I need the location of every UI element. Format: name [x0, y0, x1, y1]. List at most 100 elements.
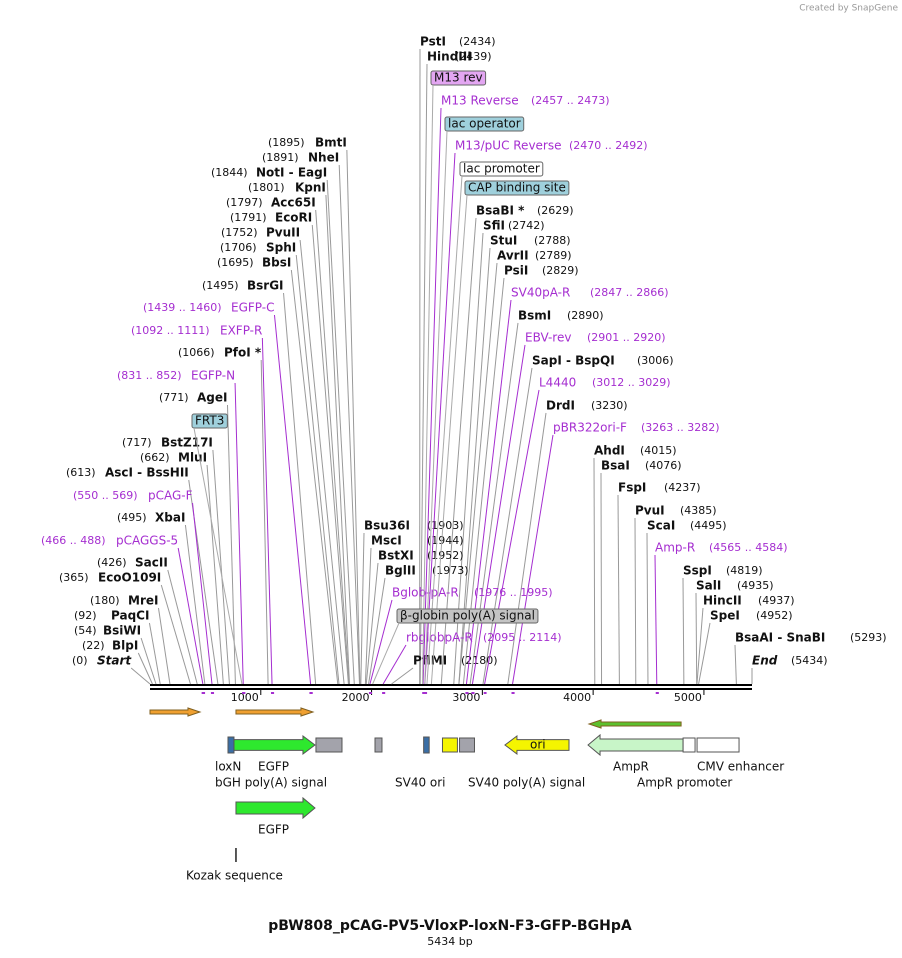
enzyme-line: [419, 63, 428, 685]
primer-range: (2095 .. 2114): [483, 631, 562, 644]
enzyme-name: PvuI: [635, 504, 665, 518]
enzyme-name: BsmI: [518, 309, 551, 323]
ruler-label: 4000: [563, 691, 591, 704]
primer-name: EGFP-N: [191, 369, 235, 383]
enzyme-name: BsaI: [601, 459, 630, 473]
enzyme-position: (1844): [211, 166, 248, 179]
enzyme-line: [290, 269, 339, 685]
enzyme-position: (4495): [690, 519, 727, 532]
enzyme-name: KpnI: [295, 181, 326, 195]
enzyme-name: BsaAI - SnaBI: [735, 631, 825, 645]
enzyme-name: SfiI: [483, 219, 505, 233]
watermark: Created by SnapGene: [799, 4, 898, 14]
feature-box-line: [422, 84, 434, 685]
enzyme-name: SapI - BspQI: [532, 354, 615, 368]
enzyme-line: [315, 209, 350, 685]
primer-line: [471, 344, 526, 685]
feature-box-label: CAP binding site: [468, 181, 566, 195]
enzyme-position: (4819): [726, 564, 763, 577]
primer-range: (2901 .. 2920): [587, 331, 666, 344]
enzyme-position: (180): [90, 594, 120, 607]
enzyme-position: (4952): [756, 609, 793, 622]
enzyme-position: (1903): [427, 519, 464, 532]
feature-label: AmpR: [613, 760, 649, 774]
enzyme-position: (1066): [178, 346, 215, 359]
primer-line: [234, 382, 244, 685]
feature: [315, 737, 343, 753]
enzyme-line: [696, 607, 704, 685]
enzyme-line: [368, 577, 386, 685]
primer-line: [424, 152, 456, 685]
primer-line: [484, 389, 540, 685]
enzyme-line: [326, 179, 355, 685]
enzyme-position: (3006): [637, 354, 674, 367]
enzyme-line: [283, 292, 317, 685]
feature: [235, 707, 315, 717]
primer-line: [369, 599, 393, 685]
enzyme-position: (662): [140, 451, 170, 464]
enzyme-position: (2890): [567, 309, 604, 322]
feature-box: lac operator: [444, 116, 525, 132]
feature: [587, 733, 684, 757]
enzyme-line: [148, 622, 161, 685]
enzyme-name: HindIII: [427, 50, 472, 64]
enzyme-name: BstZ17I: [161, 436, 213, 450]
enzyme-name: Bsu36I: [364, 519, 410, 533]
primer-name: L4440: [539, 376, 576, 390]
enzyme-position: (5293): [850, 631, 887, 644]
feature-box: lac promoter: [459, 161, 544, 177]
feature-label: ori: [530, 738, 546, 752]
feature-label: SV40 ori: [395, 776, 446, 790]
enzyme-name: SphI: [266, 241, 296, 255]
enzyme-position: (4935): [737, 579, 774, 592]
feature-box: β-globin poly(A) signal: [396, 608, 539, 624]
enzyme-position: (4237): [664, 481, 701, 494]
primer-range: (1439 .. 1460): [143, 301, 222, 314]
enzyme-name: AgeI: [197, 391, 227, 405]
feature-box-label: lac promoter: [463, 162, 540, 176]
enzyme-name: XbaI: [155, 511, 185, 525]
feature-box-label: lac operator: [448, 117, 521, 131]
primer-range: (2470 .. 2492): [569, 139, 648, 152]
feature-box-line: [372, 622, 400, 685]
enzyme-name: StuI: [490, 234, 517, 248]
enzyme-position: (1495): [202, 279, 239, 292]
enzyme-name: PaqCI: [111, 609, 149, 623]
feature-box: M13 rev: [430, 70, 487, 86]
enzyme-line: [682, 577, 685, 685]
enzyme-position: (2629): [537, 204, 574, 217]
enzyme-name: SpeI: [710, 609, 740, 623]
enzyme-name: SspI: [683, 564, 712, 578]
enzyme-position: (717): [122, 436, 152, 449]
enzyme-line: [260, 359, 269, 685]
feature-label: CMV enhancer: [697, 760, 784, 774]
enzyme-name: AscI - BssHII: [105, 466, 189, 480]
primer-range: (4565 .. 4584): [709, 541, 788, 554]
primer-name: M13 Reverse: [441, 94, 519, 108]
feature-label: EGFP: [258, 760, 289, 774]
feature: [149, 707, 202, 717]
primer-range: (1092 .. 1111): [131, 324, 210, 337]
primer-name: Amp-R: [655, 541, 695, 555]
enzyme-name: FspI: [618, 481, 646, 495]
enzyme-line: [157, 607, 171, 685]
enzyme-position: (495): [117, 511, 147, 524]
enzyme-name: BbsI: [262, 256, 291, 270]
ruler-label: 1000: [231, 691, 259, 704]
enzyme-position: (4937): [758, 594, 795, 607]
feature-box-bg: [459, 161, 544, 177]
primer-range: (2457 .. 2473): [531, 94, 610, 107]
enzyme-line: [507, 412, 547, 685]
enzyme-line: [137, 652, 153, 685]
ruler-label: 5000: [674, 691, 702, 704]
primer-range: (466 .. 488): [41, 534, 106, 547]
feature-box-line: [424, 130, 448, 685]
primer-name: pCAGGS-5: [116, 534, 178, 548]
enzyme-line: [617, 494, 620, 685]
enzyme-line: [440, 217, 477, 685]
enzyme-name: BsrGI: [247, 279, 284, 293]
feature-box-bg: [396, 608, 539, 624]
feature: [423, 736, 430, 754]
enzyme-position: (1706): [220, 241, 257, 254]
enzyme-name: PflMI: [413, 654, 447, 668]
